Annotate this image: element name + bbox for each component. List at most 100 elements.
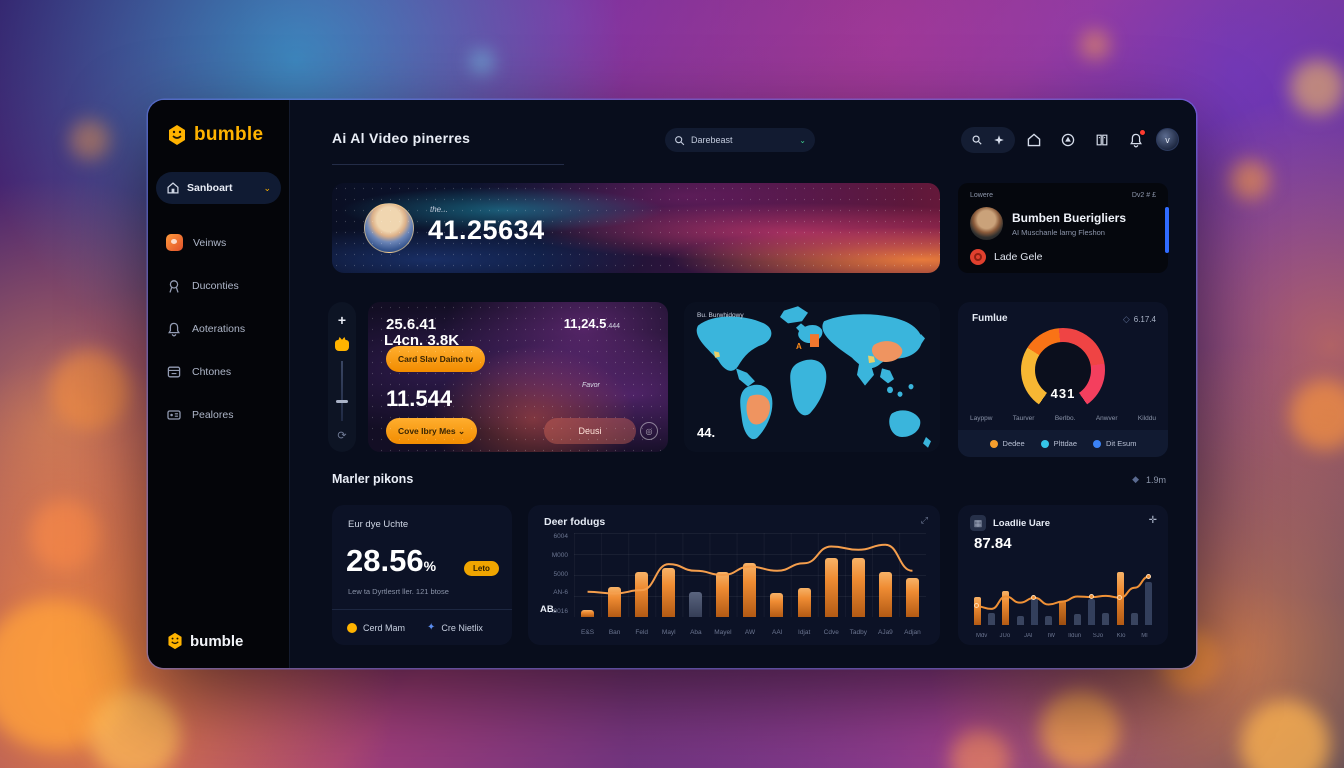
sparkle-icon[interactable] (993, 134, 1005, 146)
sidebar-item-chtones[interactable]: Chtones (166, 364, 289, 380)
y-axis-labels: 6004 M000 5000 AN-6 A0016 (549, 533, 568, 615)
bar[interactable] (851, 558, 865, 617)
legend-item[interactable]: Dit Esum (1093, 439, 1136, 448)
bar[interactable] (1130, 612, 1138, 625)
wallet-icon (167, 366, 181, 378)
slider-handle[interactable] (336, 400, 348, 403)
map-marker[interactable]: A (796, 342, 802, 351)
bar[interactable] (987, 612, 995, 625)
bokeh-dot (1230, 160, 1270, 200)
refresh-button[interactable]: ⟳ (337, 430, 347, 442)
bumble-logo[interactable]: bumble (148, 100, 289, 146)
bar[interactable] (797, 588, 811, 617)
bar[interactable] (1016, 615, 1024, 625)
bar[interactable] (1102, 612, 1110, 625)
search-icon (675, 135, 685, 145)
profile-list-item[interactable]: Lade Gele (970, 249, 1156, 265)
bokeh-dot (50, 350, 130, 430)
search-input[interactable]: Darebeast ⌄ (665, 128, 815, 152)
search-value: Darebeast (691, 135, 733, 145)
crown-icon[interactable] (335, 340, 349, 351)
bar[interactable] (662, 568, 676, 617)
sidebar-item-pealores[interactable]: Pealores (166, 407, 289, 423)
sidebar-item-label: Aoterations (192, 323, 246, 335)
hero-caption: the... (430, 205, 448, 214)
rate-badge[interactable]: Leto (464, 561, 499, 576)
home-icon (167, 182, 179, 194)
bar[interactable] (1088, 598, 1096, 625)
bar[interactable] (824, 558, 838, 617)
quick-actions-pill (961, 127, 1015, 153)
sidebar-item-label: Chtones (192, 366, 232, 378)
favor-label: Favor (582, 382, 600, 389)
sidebar-item-aoterations[interactable]: Aoterations (166, 321, 289, 337)
x-axis-labels: E&S Ban Feld Mayl Aba Mayel AW AAl Idjat Cdve Tadb… (581, 629, 921, 636)
sidebar-item-veinws[interactable]: Veinws (166, 234, 289, 251)
stat-bottom-value: 11.544 (386, 386, 453, 411)
book-icon (1096, 134, 1108, 146)
bokeh-dot (1080, 30, 1110, 60)
bar[interactable] (878, 571, 892, 617)
world-map-card[interactable]: Bu. Burwhidowy 44. A (684, 302, 940, 452)
cove-ibry-button[interactable]: Cove Ibry Mes ⌄ (386, 418, 478, 444)
book-button[interactable] (1090, 128, 1114, 152)
hero-banner[interactable]: the... 41.25634 (332, 183, 940, 273)
bumble-hive-icon (169, 125, 185, 145)
bar[interactable] (716, 571, 730, 617)
bar[interactable] (1059, 601, 1067, 625)
camera-button[interactable] (1056, 128, 1080, 152)
bar[interactable] (689, 591, 703, 617)
bumble-footer-logo[interactable]: bumble (166, 632, 243, 650)
bar[interactable] (1045, 615, 1053, 625)
bar[interactable] (635, 571, 649, 617)
grid-icon: ▦ (970, 515, 986, 531)
stat-right-value: 11,24.5.444 (563, 316, 620, 331)
legend-item[interactable]: Dedee (989, 439, 1025, 448)
gauge-title: Fumlue (972, 313, 1008, 324)
rate-title: Eur dye Uchte (348, 519, 409, 530)
legend-item[interactable]: Plttdae (1040, 439, 1077, 448)
card-slav-button[interactable]: Card Slav Daino tv (386, 346, 486, 372)
bar[interactable] (581, 610, 595, 617)
add-button[interactable]: ✛ (1148, 515, 1157, 526)
bar[interactable] (1145, 581, 1153, 625)
chart-options-icon[interactable]: ⤢ (920, 515, 928, 525)
rate-footer-left[interactable]: Cerd Mam (347, 622, 405, 633)
bar[interactable] (1030, 597, 1038, 625)
bar[interactable] (743, 563, 757, 617)
rate-unit: % (423, 558, 437, 574)
copyright-icon[interactable]: ◎ (640, 422, 658, 440)
zoom-slider[interactable] (336, 361, 348, 421)
diamond-icon: ◆ (1132, 474, 1139, 484)
sidebar-item-duconties[interactable]: Duconties (166, 278, 289, 294)
notifications-button[interactable] (1124, 128, 1148, 152)
user-avatar[interactable]: v (1156, 128, 1179, 151)
line-dot (974, 603, 980, 609)
bar[interactable] (973, 597, 981, 625)
star-icon: ✦ (427, 622, 436, 633)
line-series (970, 563, 1156, 625)
bar[interactable] (770, 593, 784, 617)
stat-right-suffix: .444 (606, 323, 620, 330)
bar[interactable] (1073, 613, 1081, 625)
section-meta[interactable]: ◆ 1.9m (1132, 474, 1166, 485)
zoom-in-button[interactable]: + (337, 312, 347, 328)
rate-footer-right[interactable]: ✦ Cre Nietlix (427, 622, 483, 633)
scrollbar-thumb[interactable] (1165, 207, 1169, 253)
bar[interactable] (905, 578, 919, 617)
section-title: Marler pikons (332, 472, 414, 486)
page-title: Ai Al Video pinerres (332, 130, 471, 146)
chart-plot (574, 533, 926, 617)
profile-card-header-right[interactable]: Dv2 # £ (1131, 192, 1156, 199)
home-button[interactable] (1022, 128, 1046, 152)
bar[interactable] (1002, 590, 1010, 625)
title-divider (332, 164, 564, 165)
matches-icon (166, 234, 183, 251)
home-icon (1027, 133, 1041, 147)
search-icon[interactable] (971, 134, 983, 146)
bokeh-dot (30, 500, 100, 570)
gauge-meta[interactable]: ◇ 6.17.4 (1122, 314, 1156, 324)
profile-list-label: Lade Gele (994, 251, 1043, 263)
sidebar-item-dashboard[interactable]: Sanboart ⌄ (156, 172, 281, 204)
deusi-button[interactable]: Deusi (544, 418, 636, 444)
